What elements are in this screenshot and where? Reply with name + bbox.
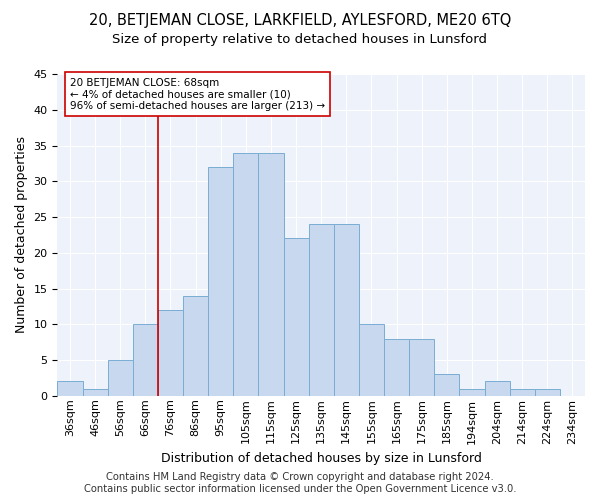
Bar	[509, 388, 535, 396]
Bar	[460, 388, 485, 396]
Bar	[133, 324, 158, 396]
Bar	[183, 296, 208, 396]
Bar	[208, 167, 233, 396]
Bar	[535, 388, 560, 396]
Bar	[233, 152, 259, 396]
Bar	[308, 224, 334, 396]
Bar	[158, 310, 183, 396]
Bar	[409, 338, 434, 396]
Bar	[384, 338, 409, 396]
Bar	[58, 382, 83, 396]
X-axis label: Distribution of detached houses by size in Lunsford: Distribution of detached houses by size …	[161, 452, 482, 465]
Text: Contains HM Land Registry data © Crown copyright and database right 2024.
Contai: Contains HM Land Registry data © Crown c…	[84, 472, 516, 494]
Bar	[485, 382, 509, 396]
Y-axis label: Number of detached properties: Number of detached properties	[15, 136, 28, 334]
Bar	[107, 360, 133, 396]
Bar	[284, 238, 308, 396]
Text: 20 BETJEMAN CLOSE: 68sqm
← 4% of detached houses are smaller (10)
96% of semi-de: 20 BETJEMAN CLOSE: 68sqm ← 4% of detache…	[70, 78, 325, 111]
Text: Size of property relative to detached houses in Lunsford: Size of property relative to detached ho…	[113, 32, 487, 46]
Bar	[259, 152, 284, 396]
Bar	[334, 224, 359, 396]
Text: 20, BETJEMAN CLOSE, LARKFIELD, AYLESFORD, ME20 6TQ: 20, BETJEMAN CLOSE, LARKFIELD, AYLESFORD…	[89, 12, 511, 28]
Bar	[359, 324, 384, 396]
Bar	[83, 388, 107, 396]
Bar	[434, 374, 460, 396]
